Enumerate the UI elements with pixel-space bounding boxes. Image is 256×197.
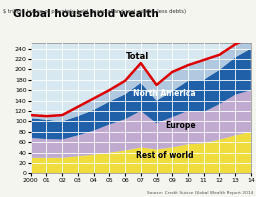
Text: Source: Credit Suisse Global Wealth Report 2014: Source: Credit Suisse Global Wealth Repo…	[147, 191, 253, 195]
Text: Rest of world: Rest of world	[136, 151, 193, 160]
Text: Total: Total	[126, 52, 149, 61]
Text: $ trillion (value of privately-held financial and real assets, less debts): $ trillion (value of privately-held fina…	[3, 9, 186, 14]
Text: North America: North America	[133, 89, 196, 98]
Text: Europe: Europe	[165, 121, 195, 130]
Text: Global household wealth: Global household wealth	[13, 9, 159, 19]
